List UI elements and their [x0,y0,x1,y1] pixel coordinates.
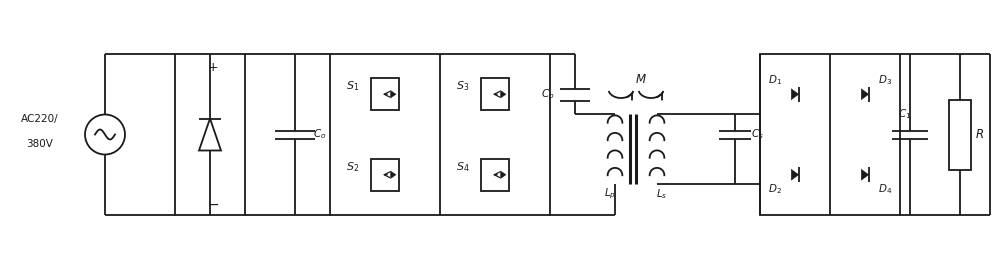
Text: 380V: 380V [27,139,53,148]
Text: C$_o$: C$_o$ [313,128,327,141]
Polygon shape [501,90,506,98]
Polygon shape [390,90,396,98]
Text: D$_3$: D$_3$ [878,73,892,87]
Text: D$_1$: D$_1$ [768,73,782,87]
Text: C$_s$: C$_s$ [751,128,763,141]
Text: D$_4$: D$_4$ [878,182,892,196]
Text: L$_p$: L$_p$ [604,187,616,201]
Polygon shape [791,89,799,100]
Text: C$_p$: C$_p$ [541,88,555,102]
Text: D$_2$: D$_2$ [768,182,782,196]
Text: C$_1$: C$_1$ [898,108,912,121]
Text: S$_2$: S$_2$ [346,160,360,174]
Bar [330,54,550,215]
Text: +: + [208,61,218,73]
Polygon shape [390,171,396,179]
Polygon shape [861,89,869,100]
Bar [175,54,245,215]
Text: AC220/: AC220/ [21,114,59,123]
Text: S$_1$: S$_1$ [346,79,360,93]
Polygon shape [791,169,799,180]
Bar [371,159,399,191]
Bar [371,78,399,110]
Bar [760,54,900,215]
Text: L$_s$: L$_s$ [656,187,668,201]
Polygon shape [501,171,506,179]
Polygon shape [861,169,869,180]
Text: M: M [636,73,646,86]
Text: S$_3$: S$_3$ [456,79,470,93]
Text: R: R [976,128,984,141]
Text: −: − [207,198,219,212]
Bar [949,100,971,169]
Bar [481,159,509,191]
Bar [481,78,509,110]
Text: S$_4$: S$_4$ [456,160,470,174]
